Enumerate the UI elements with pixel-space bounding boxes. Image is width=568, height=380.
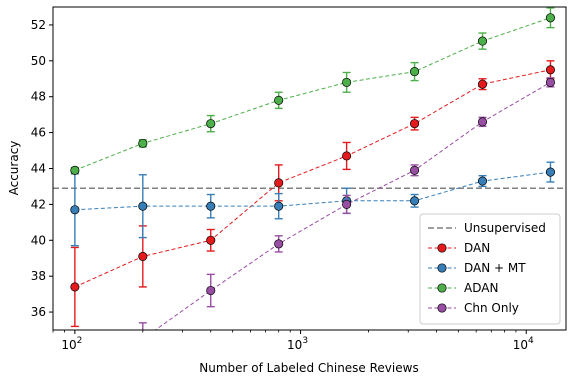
y-tick-label: 48	[31, 90, 46, 104]
data-point	[70, 282, 80, 292]
x-tick-label-exponent: 2	[77, 336, 83, 346]
legend-swatch-marker	[437, 303, 447, 313]
data-point	[342, 77, 352, 87]
data-point	[206, 119, 216, 129]
data-point	[70, 165, 80, 175]
legend-label: Chn Only	[464, 301, 519, 315]
legend: Unsupervised DAN DAN + MT ADAN Chn Only	[419, 213, 561, 325]
data-point	[274, 178, 284, 188]
data-point	[410, 119, 420, 129]
x-axis-label: Number of Labeled Chinese Reviews	[199, 361, 418, 375]
data-point	[410, 196, 420, 206]
plot-frame	[52, 6, 567, 331]
data-point	[545, 13, 556, 23]
data-point	[138, 201, 148, 211]
data-point	[274, 201, 284, 211]
data-point	[477, 117, 488, 127]
x-tick-label-exponent: 3	[302, 336, 308, 346]
data-point	[138, 251, 148, 261]
x-tick-label-exponent: 4	[528, 336, 534, 346]
series-line-2	[74, 17, 551, 171]
y-tick-label: 38	[31, 269, 46, 283]
data-point	[206, 285, 216, 296]
data-point	[545, 77, 556, 87]
data-point	[545, 65, 556, 75]
data-point	[274, 95, 284, 105]
x-tick-label: 103	[287, 336, 308, 352]
x-tick-label-base: 10	[287, 338, 302, 352]
y-tick-label: 46	[31, 126, 46, 140]
data-point	[139, 335, 147, 343]
legend-swatch-marker	[437, 263, 447, 273]
y-tick-label: 40	[31, 233, 46, 247]
x-tick-label-base: 10	[61, 338, 76, 352]
legend-label: DAN + MT	[464, 261, 526, 275]
data-point	[342, 199, 352, 209]
data-point	[477, 176, 488, 186]
y-tick-label: 42	[31, 197, 46, 211]
data-point	[545, 167, 556, 177]
data-point	[138, 138, 148, 148]
x-tick-label: 102	[61, 336, 82, 352]
series-line-1	[74, 171, 551, 211]
y-tick-label: 50	[31, 54, 46, 68]
x-tick-label: 104	[513, 336, 534, 352]
data-point	[410, 165, 420, 175]
data-point	[70, 205, 80, 215]
data-point	[410, 67, 420, 77]
legend-label: ADAN	[464, 281, 498, 295]
legend-swatch-marker	[437, 243, 447, 253]
data-point	[342, 151, 352, 161]
data-point	[206, 201, 216, 211]
legend-label: Unsupervised	[464, 221, 546, 235]
y-tick-label: 36	[31, 305, 46, 319]
legend-box	[419, 213, 561, 325]
data-point	[477, 36, 488, 46]
data-point	[477, 79, 488, 89]
data-point	[206, 235, 216, 245]
y-tick-label: 52	[31, 18, 46, 32]
series-line-0	[74, 69, 551, 288]
data-point	[274, 239, 284, 249]
legend-label: DAN	[464, 241, 490, 255]
y-axis-label: Accuracy	[7, 141, 21, 196]
legend-swatch-marker	[437, 283, 447, 293]
y-tick-label: 44	[31, 162, 46, 176]
x-tick-label-base: 10	[513, 338, 528, 352]
